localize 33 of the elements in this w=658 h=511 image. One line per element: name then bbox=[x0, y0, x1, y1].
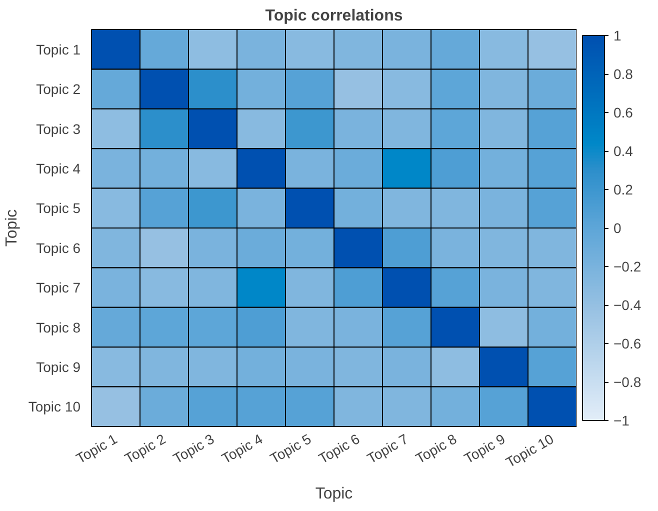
color-bar-label: 0.8 bbox=[614, 66, 634, 82]
y-tick-label: Topic 2 bbox=[36, 81, 81, 98]
color-bar-label: 0.6 bbox=[614, 104, 634, 120]
x-tick-label: Topic 6 bbox=[316, 430, 362, 466]
y-tick-label: Topic 7 bbox=[36, 280, 81, 296]
y-tick-label: Topic 9 bbox=[36, 358, 81, 375]
color-bar-label: 0.4 bbox=[614, 143, 634, 159]
color-bar-label: −0.2 bbox=[614, 258, 642, 274]
color-bar-label: 1 bbox=[614, 28, 622, 44]
y-tick-label: Topic 10 bbox=[28, 398, 81, 415]
x-tick-label: Topic 5 bbox=[267, 430, 314, 466]
x-tick-label: Topic 3 bbox=[170, 430, 217, 466]
chart-title: Topic correlations bbox=[265, 8, 403, 24]
color-bar-label: −0.6 bbox=[614, 336, 642, 352]
y-axis-title: Topic bbox=[3, 209, 20, 247]
color-bar-label: −0.8 bbox=[614, 374, 642, 390]
x-tick-label: Topic 10 bbox=[503, 430, 556, 470]
x-tick-label: Topic 4 bbox=[218, 430, 266, 466]
color-bar-label: −0.4 bbox=[614, 297, 642, 313]
x-tick-label: Topic 7 bbox=[364, 430, 411, 466]
x-tick-label: Topic 2 bbox=[122, 430, 168, 466]
color-bar-label: 0.2 bbox=[614, 182, 634, 198]
color-bar-label: 0 bbox=[614, 220, 622, 236]
y-tick-label: Topic 6 bbox=[36, 240, 81, 256]
y-tick-label: Topic 3 bbox=[36, 120, 81, 137]
x-tick-label: Topic 1 bbox=[73, 430, 120, 466]
y-tick-label: Topic 5 bbox=[36, 200, 81, 216]
color-bar-label: −1 bbox=[614, 412, 630, 428]
y-tick-label: Topic 8 bbox=[36, 319, 81, 336]
y-tick-label: Topic 4 bbox=[36, 160, 81, 176]
x-tick-label: Topic 8 bbox=[412, 430, 460, 466]
y-tick-label: Topic 1 bbox=[36, 41, 81, 58]
x-axis-title: Topic bbox=[315, 485, 353, 502]
